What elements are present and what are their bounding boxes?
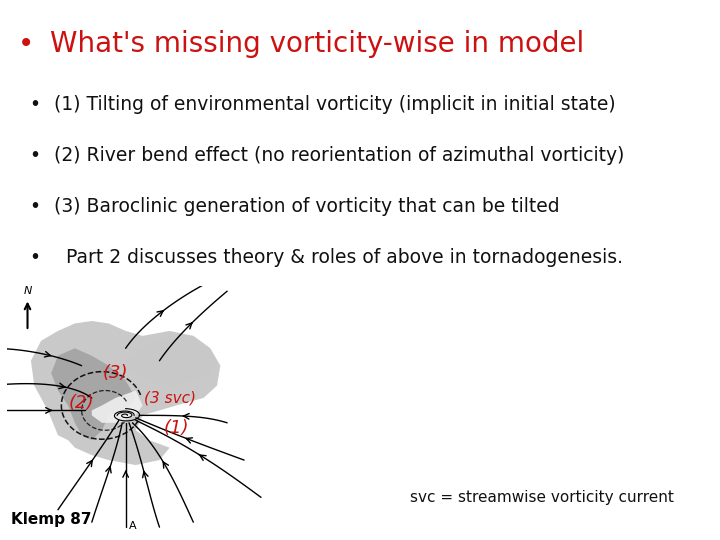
Text: Klemp 87: Klemp 87 — [11, 512, 91, 527]
Text: •: • — [29, 146, 40, 165]
Text: (3 svc): (3 svc) — [143, 390, 196, 406]
Text: Part 2 discusses theory & roles of above in tornadogenesis.: Part 2 discusses theory & roles of above… — [54, 248, 623, 267]
Text: •: • — [29, 248, 40, 267]
Text: (1): (1) — [163, 419, 189, 437]
Text: (2): (2) — [69, 394, 94, 412]
Text: (3) Baroclinic generation of vorticity that can be tilted: (3) Baroclinic generation of vorticity t… — [54, 197, 559, 216]
Text: •: • — [29, 94, 40, 113]
Text: (2) River bend effect (no reorientation of azimuthal vorticity): (2) River bend effect (no reorientation … — [54, 146, 624, 165]
Text: •: • — [29, 197, 40, 216]
Text: (3): (3) — [103, 364, 128, 382]
Text: What's missing vorticity-wise in model: What's missing vorticity-wise in model — [50, 30, 585, 58]
Text: N: N — [23, 286, 32, 296]
Text: •: • — [18, 30, 35, 58]
Text: (1) Tilting of environmental vorticity (implicit in initial state): (1) Tilting of environmental vorticity (… — [54, 94, 616, 113]
Text: A: A — [129, 521, 136, 531]
Text: svc = streamwise vorticity current: svc = streamwise vorticity current — [410, 490, 674, 505]
